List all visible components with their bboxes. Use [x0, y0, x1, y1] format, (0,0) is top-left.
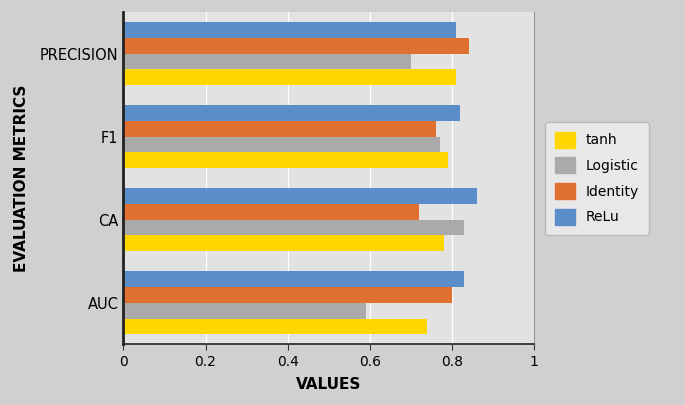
Bar [123, 271, 464, 287]
Bar [123, 152, 448, 168]
Bar [123, 204, 419, 220]
Bar [123, 235, 444, 251]
Bar [123, 220, 464, 235]
Bar [123, 105, 460, 121]
X-axis label: VALUES: VALUES [296, 377, 362, 392]
Bar [123, 54, 411, 69]
Bar [123, 137, 440, 152]
Bar [123, 69, 456, 85]
Bar [123, 303, 366, 318]
Bar [123, 318, 427, 334]
Bar [123, 188, 477, 204]
Bar [123, 22, 456, 38]
Bar [123, 287, 452, 303]
Y-axis label: EVALUATION METRICS: EVALUATION METRICS [14, 85, 29, 272]
Legend: tanh, Logistic, Identity, ReLu: tanh, Logistic, Identity, ReLu [545, 122, 649, 234]
Bar [123, 121, 436, 137]
Bar [123, 38, 469, 54]
